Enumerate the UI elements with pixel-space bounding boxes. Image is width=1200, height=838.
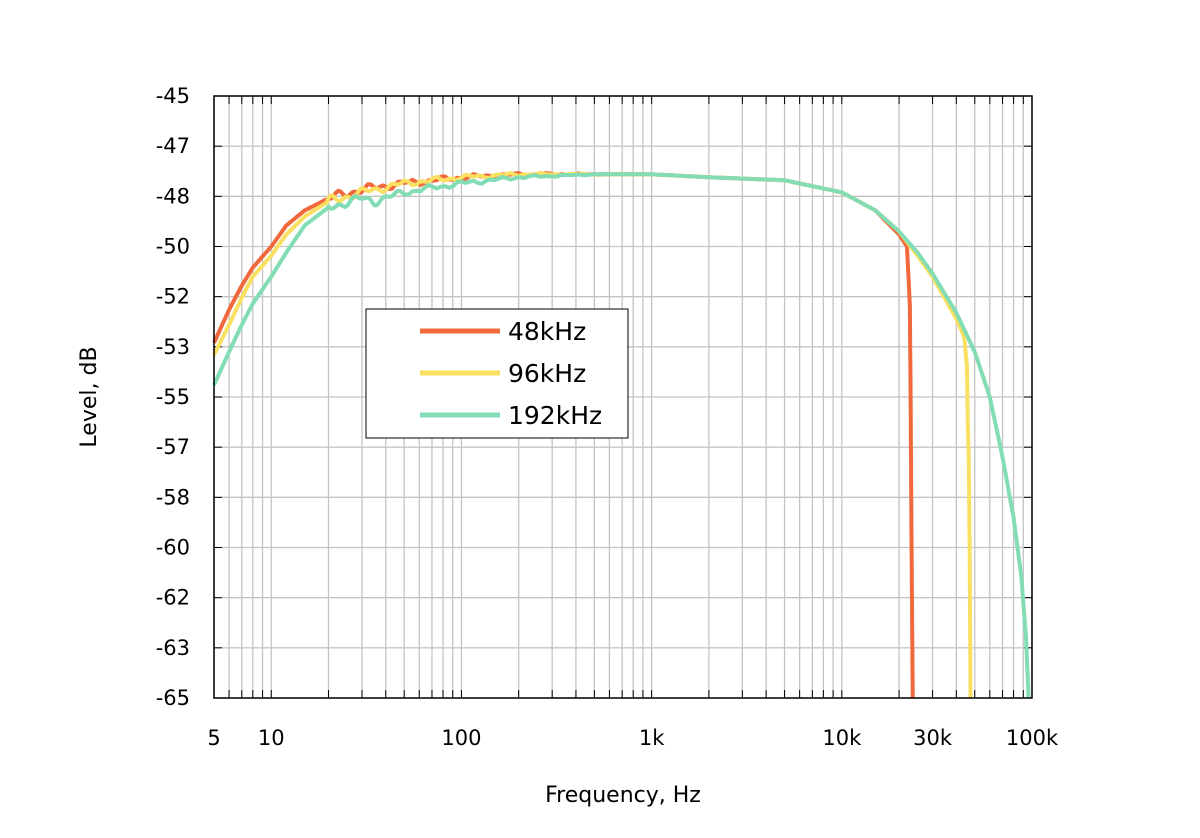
x-axis-title: Frequency, Hz — [545, 783, 701, 808]
y-tick-label: -52 — [156, 285, 190, 309]
y-tick-label: -57 — [156, 435, 190, 459]
x-tick-label: 30k — [913, 726, 953, 750]
legend: 48kHz 96kHz 192kHz — [365, 308, 629, 439]
y-tick-label: -48 — [156, 184, 190, 208]
legend-label: 96kHz — [508, 359, 586, 388]
x-tick-label: 100k — [1006, 726, 1059, 750]
y-tick-labels: -45 -47 -48 -50 -52 -53 -55 -57 -58 -60 -62 -63 -65 — [156, 84, 190, 710]
y-tick-label: -65 — [156, 686, 190, 710]
y-tick-label: -60 — [156, 536, 190, 560]
y-tick-label: -47 — [156, 134, 190, 158]
y-tick-label: -63 — [156, 636, 190, 660]
y-axis-title: Level, dB — [77, 346, 102, 447]
series-lines — [212, 170, 1031, 699]
y-tick-label: -58 — [156, 485, 190, 509]
y-tick-label: -45 — [156, 84, 190, 108]
y-tick-label: -53 — [156, 335, 190, 359]
legend-label: 192kHz — [508, 401, 602, 430]
x-tick-label: 1k — [639, 726, 665, 750]
plot-frame — [213, 95, 1033, 699]
y-tick-label: -55 — [156, 385, 190, 409]
x-tick-label: 100 — [441, 726, 481, 750]
x-tick-label: 10k — [822, 726, 862, 750]
series-line-192khz — [212, 172, 1031, 699]
y-tick-label: -50 — [156, 235, 190, 259]
y-tick-label: -62 — [156, 586, 190, 610]
legend-label: 48kHz — [508, 317, 586, 346]
x-tick-label: 10 — [258, 726, 285, 750]
x-tick-labels: 5 10 100 1k 10k 30k 100k — [207, 726, 1059, 750]
x-tick-label: 5 — [207, 726, 220, 750]
